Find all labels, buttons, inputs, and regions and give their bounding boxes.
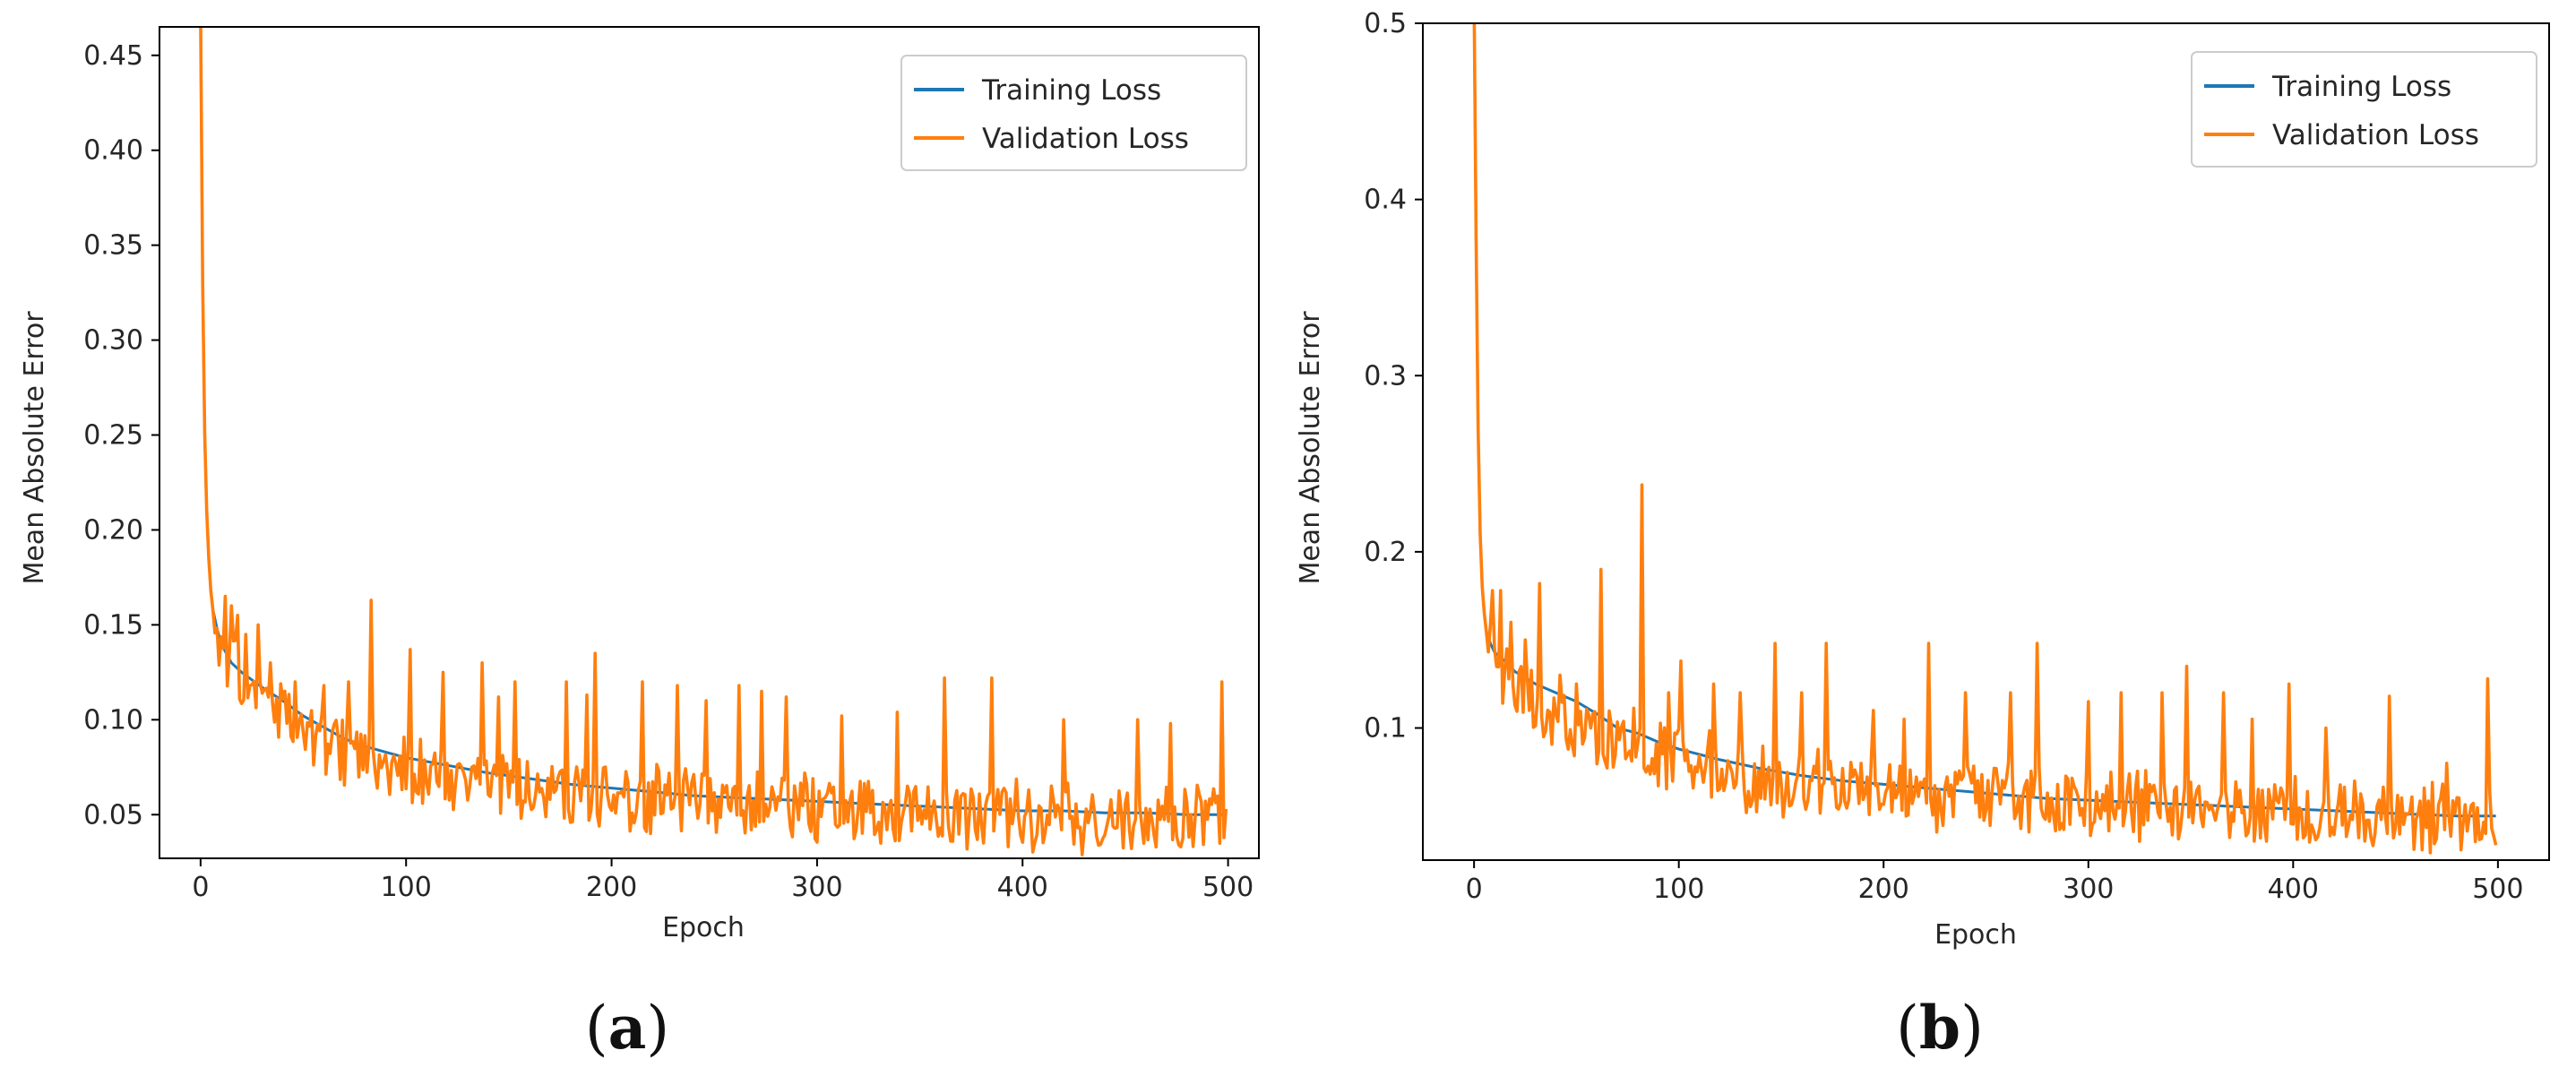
y-tick-label: 0.30 [83,325,143,357]
y-tick-label: 0.25 [83,420,143,452]
x-tick-label: 200 [1858,874,1909,905]
legend-box [900,55,1247,171]
x-tick-label: 300 [2063,874,2114,905]
legend-a: Training Loss Validation Loss [900,55,1247,171]
legend-label: Validation Loss [982,123,1189,155]
x-tick-label: 500 [1202,872,1254,903]
x-tick-label: 100 [1653,874,1704,905]
legend-label: Training Loss [2271,71,2451,103]
validation-loss-line [199,27,1228,857]
series-lines [1472,23,2498,855]
x-tick-label: 100 [381,872,432,903]
y-tick-label: 0.5 [1364,8,1407,39]
y-axis-label: Mean Absolute Error [19,311,50,585]
axes-b: 0 100 200 300 400 500 0.1 0.2 0.3 0.4 0.5 [1364,8,2550,905]
x-tick-label: 500 [2472,874,2523,905]
chart-panel-b: 0 100 200 300 400 500 0.1 0.2 0.3 0.4 0.5 Training… [1295,8,2550,1063]
y-axis-label: Mean Absolute Error [1295,311,1326,585]
x-tick-label: 0 [1466,874,1483,905]
legend-label: Validation Loss [2272,119,2479,151]
x-tick-label: 200 [586,872,637,903]
y-tick-label: 0.4 [1364,185,1407,216]
validation-loss-line [1472,23,2498,855]
y-tick-label: 0.05 [83,799,143,831]
chart-panel-a: 0 100 200 300 400 500 0.05 0.10 0.15 0.20 0.25 0.30… [19,26,1260,1063]
x-tick-label: 0 [192,872,209,903]
y-tick-label: 0.3 [1364,360,1407,392]
legend-box [2191,51,2537,168]
x-tick-label: 400 [2268,874,2319,905]
y-tick-label: 0.35 [83,230,143,262]
panel-caption-letter: a [608,993,647,1063]
legend-label: Training Loss [981,74,1161,107]
y-tick-label: 0.10 [83,704,143,736]
y-tick-label: 0.15 [83,609,143,641]
panel-caption-b: (b) [1896,993,1984,1063]
series-lines [199,27,1228,857]
y-tick-label: 0.2 [1364,537,1407,568]
y-tick-label: 0.1 [1364,713,1407,745]
y-tick-label: 0.20 [83,514,143,546]
panel-caption-a: (a) [585,993,669,1063]
y-tick-label: 0.40 [83,135,143,167]
legend-b: Training Loss Validation Loss [2191,51,2537,168]
y-tick-label: 0.45 [83,40,143,72]
series-group-b [1472,23,2498,855]
axes-a: 0 100 200 300 400 500 0.05 0.10 0.15 0.20 0.25 0.30… [83,26,1260,903]
x-tick-label: 300 [791,872,842,903]
x-tick-label: 400 [997,872,1048,903]
plot-frame [159,26,1260,859]
plot-frame [1422,22,2550,861]
x-axis-label: Epoch [662,912,745,943]
series-group-a [199,27,1228,857]
panel-caption-letter: b [1919,993,1960,1063]
x-axis-label: Epoch [1934,919,2017,951]
